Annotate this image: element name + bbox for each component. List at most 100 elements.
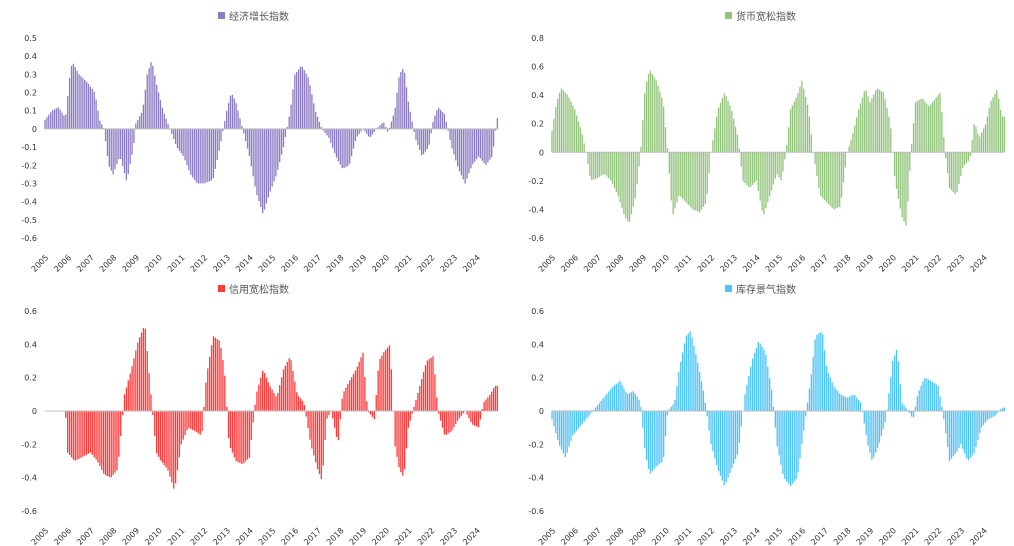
bar — [388, 345, 391, 411]
bar — [814, 339, 816, 411]
bar — [445, 121, 447, 129]
bar — [759, 152, 761, 201]
x-tick-label: 2018 — [325, 253, 346, 273]
bar — [210, 128, 213, 181]
bar — [787, 411, 790, 484]
bar — [441, 411, 444, 428]
bar — [235, 103, 237, 129]
bar — [702, 152, 705, 207]
bar — [494, 386, 497, 411]
bar — [129, 373, 131, 411]
bar — [680, 361, 682, 411]
bar — [191, 411, 194, 430]
bar — [53, 109, 56, 129]
bar — [434, 374, 436, 411]
bar — [451, 411, 453, 431]
y-tick-label: 0 — [539, 407, 544, 416]
bar — [837, 152, 839, 208]
bar — [570, 411, 572, 441]
bar — [698, 372, 701, 411]
bar — [485, 399, 487, 411]
bar — [803, 411, 805, 431]
bar — [256, 128, 258, 195]
bar — [84, 411, 86, 456]
bar — [854, 395, 856, 411]
x-tick-label: 2020 — [370, 253, 391, 273]
bar — [277, 128, 279, 170]
bar — [345, 387, 347, 411]
bar — [634, 152, 636, 199]
bar — [371, 128, 374, 135]
bar — [935, 97, 937, 153]
x-tick-label: 2017 — [302, 526, 323, 546]
bar — [436, 110, 438, 129]
bar — [335, 128, 338, 158]
bar — [288, 116, 290, 129]
bar — [481, 128, 483, 161]
bar — [734, 411, 737, 460]
bar — [651, 411, 653, 472]
bar — [398, 411, 400, 468]
bar — [309, 411, 311, 440]
bar — [436, 397, 438, 411]
bar — [82, 411, 84, 457]
bar — [761, 152, 763, 211]
bar — [890, 128, 892, 153]
bar — [628, 393, 631, 411]
bar — [407, 101, 410, 129]
bar — [303, 404, 305, 411]
bar — [630, 152, 633, 215]
bar — [316, 116, 319, 129]
bar — [939, 92, 941, 153]
bar — [920, 98, 922, 153]
bar — [621, 152, 623, 209]
bar — [369, 128, 372, 137]
bar — [121, 128, 124, 167]
bar — [246, 411, 249, 460]
bar — [280, 128, 283, 155]
bar — [680, 152, 682, 197]
bar — [326, 411, 328, 419]
bar — [880, 90, 882, 153]
bar — [491, 128, 493, 158]
legend-label: 信用宽松指数 — [229, 285, 289, 296]
bar — [218, 128, 220, 151]
bar — [687, 333, 689, 411]
bar — [831, 382, 833, 411]
bar — [402, 68, 404, 129]
bar — [146, 74, 148, 129]
x-tick-label: 2005 — [537, 253, 558, 273]
bar — [142, 328, 145, 411]
bar — [381, 355, 383, 411]
bar — [422, 128, 425, 155]
bar — [133, 358, 135, 411]
bar — [909, 152, 911, 171]
bar — [581, 134, 583, 153]
x-tick-label: 2014 — [234, 253, 255, 273]
bar — [207, 368, 209, 411]
bar — [453, 411, 455, 428]
bar — [551, 411, 553, 420]
bar — [48, 114, 50, 129]
bar — [617, 152, 619, 197]
bar — [458, 128, 461, 172]
chart-panel-credit-easing: 信用宽松指数 -0.6 -0.4 -0.2 0 0.2 0.4 0.6 2005 2006 200… — [0, 273, 507, 546]
bar — [61, 112, 63, 129]
bar — [123, 394, 126, 411]
bar — [769, 378, 771, 411]
legend-swatch — [218, 285, 225, 292]
y-tick-label: -0.2 — [21, 161, 37, 170]
bar — [912, 411, 915, 418]
x-tick-label: 2024 — [461, 526, 482, 546]
bar — [647, 411, 650, 469]
x-tick-label: 2013 — [211, 253, 232, 273]
bar — [910, 411, 913, 417]
bar — [598, 152, 600, 177]
bar — [178, 411, 181, 458]
bar — [159, 411, 162, 461]
bar — [320, 411, 323, 480]
bar — [108, 128, 111, 167]
bar — [74, 67, 76, 129]
chart-legend: 经济增长指数 — [0, 8, 507, 23]
y-tick-label: -0.4 — [21, 198, 37, 207]
